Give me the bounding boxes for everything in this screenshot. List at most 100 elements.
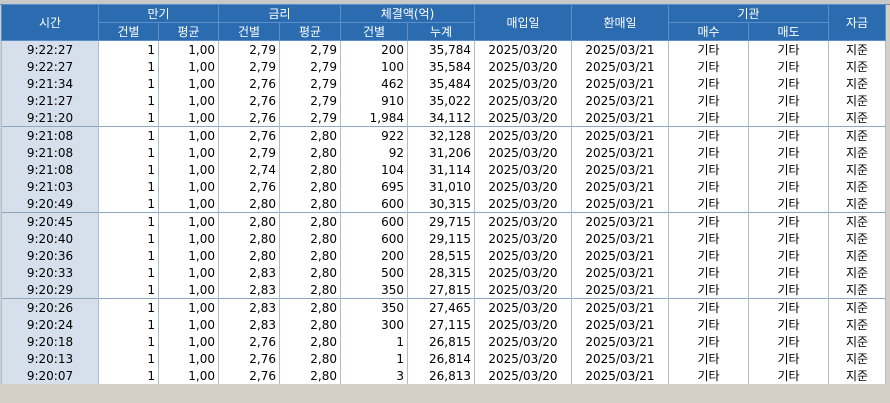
cell-buy-date: 2025/03/20 <box>474 264 572 281</box>
cell-rate-avg: 2,80 <box>279 195 341 213</box>
table-row[interactable]: 9:21:08 1 1,00 2,74 2,80 104 31,114 2025/03/20 2… <box>1 161 886 178</box>
cell-buy-date: 2025/03/20 <box>474 161 572 178</box>
cell-rate-avg: 2,79 <box>279 92 341 109</box>
cell-rate: 2,80 <box>218 230 280 247</box>
cell-maturity-avg: 1,00 <box>158 230 219 247</box>
cell-amount-cum: 35,584 <box>407 58 475 75</box>
table-row[interactable]: 9:20:36 1 1,00 2,80 2,80 200 28,515 2025/03/20 2… <box>1 247 886 264</box>
header-inst-buy[interactable]: 매수 <box>668 22 749 41</box>
cell-inst-sell: 기타 <box>748 298 829 316</box>
cell-rate-avg: 2,79 <box>279 58 341 75</box>
table-row[interactable]: 9:20:33 1 1,00 2,83 2,80 500 28,315 2025/03/20 2… <box>1 264 886 281</box>
cell-maturity-count: 1 <box>98 126 159 144</box>
cell-inst-sell: 기타 <box>748 212 829 230</box>
table-row[interactable]: 9:21:20 1 1,00 2,76 2,79 1,984 34,112 2025/03/2… <box>1 109 886 127</box>
cell-maturity-avg: 1,00 <box>158 367 219 384</box>
cell-fund: 지준 <box>828 367 886 384</box>
table-row[interactable]: 9:20:40 1 1,00 2,80 2,80 600 29,115 2025/03/20 2… <box>1 230 886 247</box>
cell-rate: 2,76 <box>218 367 280 384</box>
cell-amount: 350 <box>340 298 408 316</box>
cell-time: 9:20:26 <box>1 298 99 316</box>
header-fund[interactable]: 자금 <box>828 4 886 41</box>
table-row[interactable]: 9:20:13 1 1,00 2,76 2,80 1 26,814 2025/03/20 202… <box>1 350 886 367</box>
cell-inst-sell: 기타 <box>748 92 829 109</box>
cell-amount: 200 <box>340 40 408 58</box>
cell-rate-avg: 2,80 <box>279 161 341 178</box>
cell-maturity-avg: 1,00 <box>158 144 219 161</box>
header-amount-cum[interactable]: 누계 <box>407 22 475 41</box>
cell-amount: 600 <box>340 195 408 213</box>
cell-resell-date: 2025/03/21 <box>571 126 669 144</box>
cell-rate: 2,76 <box>218 178 280 195</box>
cell-amount: 600 <box>340 212 408 230</box>
cell-maturity-avg: 1,00 <box>158 161 219 178</box>
cell-rate-avg: 2,80 <box>279 298 341 316</box>
cell-rate-avg: 2,80 <box>279 247 341 264</box>
header-rate-count[interactable]: 건별 <box>218 22 280 41</box>
cell-amount-cum: 30,315 <box>407 195 475 213</box>
header-inst-sell[interactable]: 매도 <box>748 22 829 41</box>
cell-rate: 2,79 <box>218 144 280 161</box>
header-maturity-avg[interactable]: 평균 <box>158 22 219 41</box>
table-row[interactable]: 9:21:03 1 1,00 2,76 2,80 695 31,010 2025/03/20 2… <box>1 178 886 195</box>
cell-buy-date: 2025/03/20 <box>474 40 572 58</box>
cell-amount-cum: 32,128 <box>407 126 475 144</box>
table-row[interactable]: 9:20:24 1 1,00 2,83 2,80 300 27,115 2025/03/20 2… <box>1 316 886 333</box>
cell-amount: 92 <box>340 144 408 161</box>
cell-resell-date: 2025/03/21 <box>571 281 669 299</box>
table-row[interactable]: 9:21:34 1 1,00 2,76 2,79 462 35,484 2025/03/20 2… <box>1 75 886 92</box>
table-row[interactable]: 9:20:29 1 1,00 2,83 2,80 350 27,815 2025/03/20 2… <box>1 281 886 299</box>
header-maturity-count[interactable]: 건별 <box>98 22 159 41</box>
table-row[interactable]: 9:21:08 1 1,00 2,79 2,80 92 31,206 2025/03/20 20… <box>1 144 886 161</box>
cell-maturity-count: 1 <box>98 316 159 333</box>
header-rate-avg[interactable]: 평균 <box>279 22 341 41</box>
table-row[interactable]: 9:20:26 1 1,00 2,83 2,80 350 27,465 2025/03/20 2… <box>1 298 886 316</box>
cell-amount: 462 <box>340 75 408 92</box>
cell-maturity-avg: 1,00 <box>158 350 219 367</box>
table-row[interactable]: 9:21:08 1 1,00 2,76 2,80 922 32,128 2025/03/20 2… <box>1 126 886 144</box>
cell-time: 9:20:40 <box>1 230 99 247</box>
cell-amount-cum: 29,115 <box>407 230 475 247</box>
cell-inst-buy: 기타 <box>668 144 749 161</box>
cell-inst-buy: 기타 <box>668 58 749 75</box>
cell-rate: 2,76 <box>218 109 280 127</box>
cell-rate-avg: 2,80 <box>279 212 341 230</box>
table-row[interactable]: 9:20:49 1 1,00 2,80 2,80 600 30,315 2025/03/20 2… <box>1 195 886 213</box>
table-row[interactable]: 9:20:18 1 1,00 2,76 2,80 1 26,815 2025/03/20 202… <box>1 333 886 350</box>
cell-amount-cum: 26,814 <box>407 350 475 367</box>
table-row[interactable]: 9:20:45 1 1,00 2,80 2,80 600 29,715 2025/03/20 2… <box>1 212 886 230</box>
cell-maturity-count: 1 <box>98 367 159 384</box>
cell-buy-date: 2025/03/20 <box>474 230 572 247</box>
cell-maturity-count: 1 <box>98 247 159 264</box>
cell-time: 9:20:07 <box>1 367 99 384</box>
header-amount: 체결액(억) <box>340 4 475 23</box>
cell-buy-date: 2025/03/20 <box>474 212 572 230</box>
cell-amount-cum: 31,206 <box>407 144 475 161</box>
cell-rate-avg: 2,79 <box>279 109 341 127</box>
cell-inst-buy: 기타 <box>668 281 749 299</box>
cell-rate: 2,76 <box>218 75 280 92</box>
cell-amount-cum: 26,813 <box>407 367 475 384</box>
header-resell-date[interactable]: 환매일 <box>571 4 669 41</box>
cell-amount: 695 <box>340 178 408 195</box>
header-buy-date[interactable]: 매입일 <box>474 4 572 41</box>
cell-time: 9:21:08 <box>1 161 99 178</box>
cell-buy-date: 2025/03/20 <box>474 333 572 350</box>
header-amount-count[interactable]: 건별 <box>340 22 408 41</box>
cell-buy-date: 2025/03/20 <box>474 316 572 333</box>
cell-inst-buy: 기타 <box>668 264 749 281</box>
header-time[interactable]: 시간 <box>1 4 99 41</box>
table-row[interactable]: 9:20:07 1 1,00 2,76 2,80 3 26,813 2025/03/20 202… <box>1 367 886 384</box>
table-row[interactable]: 9:22:27 1 1,00 2,79 2,79 100 35,584 2025/03/20 2… <box>1 58 886 75</box>
cell-buy-date: 2025/03/20 <box>474 298 572 316</box>
cell-rate-avg: 2,79 <box>279 75 341 92</box>
cell-amount-cum: 27,815 <box>407 281 475 299</box>
table-row[interactable]: 9:21:27 1 1,00 2,76 2,79 910 35,022 2025/03/20 2… <box>1 92 886 109</box>
cell-inst-buy: 기타 <box>668 40 749 58</box>
cell-resell-date: 2025/03/21 <box>571 264 669 281</box>
cell-rate: 2,79 <box>218 58 280 75</box>
table-row[interactable]: 9:22:27 1 1,00 2,79 2,79 200 35,784 2025/03/20 2… <box>1 40 886 58</box>
cell-rate: 2,74 <box>218 161 280 178</box>
cell-buy-date: 2025/03/20 <box>474 350 572 367</box>
